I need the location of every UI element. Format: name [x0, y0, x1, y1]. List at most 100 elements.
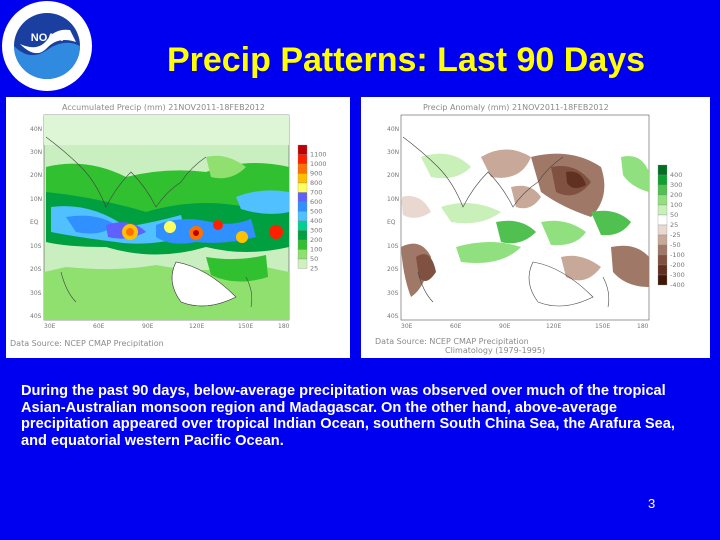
- colorbar-swatch: [297, 192, 308, 203]
- colorbar-label: 100: [670, 201, 682, 209]
- colorbar-swatch: [297, 201, 308, 212]
- colorbar-label: 1100: [310, 151, 327, 159]
- precip-anomaly-header: Precip Anomaly (mm) 21NOV2011-18FEB2012: [423, 103, 609, 112]
- colorbar-swatch: [657, 264, 668, 276]
- colorbar-swatch: [297, 173, 308, 184]
- svg-text:150E: 150E: [238, 323, 253, 330]
- svg-text:90E: 90E: [499, 323, 511, 330]
- precip-anomaly-colorbar: 400 300 200 100 50 25 -25 -50 -100 -200 -300 -400: [657, 164, 685, 289]
- svg-text:20N: 20N: [30, 172, 42, 179]
- accumulated-precip-header: Accumulated Precip (mm) 21NOV2011-18FEB2…: [62, 103, 265, 112]
- svg-text:30S: 30S: [30, 290, 42, 297]
- svg-text:10N: 10N: [387, 196, 399, 203]
- page-number: 3: [648, 496, 656, 511]
- colorbar-swatch: [657, 184, 668, 196]
- svg-text:20S: 20S: [30, 266, 42, 273]
- lat-labels: 40N 30N 20N 10N EQ 10S 20S 30S 40S: [387, 126, 399, 320]
- colorbar-swatch: [657, 244, 668, 256]
- svg-text:30E: 30E: [44, 323, 56, 330]
- svg-text:10N: 10N: [30, 196, 42, 203]
- colorbar-swatch: [297, 154, 308, 165]
- colorbar-label: 25: [310, 265, 318, 273]
- svg-text:20S: 20S: [387, 266, 399, 273]
- svg-text:40N: 40N: [387, 126, 399, 133]
- colorbar-label: 900: [310, 170, 322, 178]
- accumulated-precip-map: Accumulated Precip (mm) 21NOV2011-18FEB2…: [6, 97, 350, 358]
- colorbar-swatch: [657, 214, 668, 226]
- svg-text:120E: 120E: [546, 323, 561, 330]
- colorbar-label: -100: [670, 251, 685, 259]
- precip-anomaly-map: Precip Anomaly (mm) 21NOV2011-18FEB2012: [361, 97, 710, 358]
- colorbar-label: 800: [310, 179, 322, 187]
- svg-text:120E: 120E: [189, 323, 204, 330]
- accumulated-precip-source: Data Source: NCEP CMAP Precipitation: [10, 339, 164, 348]
- slide-title: Precip Patterns: Last 90 Days: [166, 41, 646, 79]
- precip-anomaly-source-line2: Climatology (1979-1995): [445, 346, 546, 355]
- svg-text:40S: 40S: [30, 313, 42, 320]
- precip-anomaly-source-line1: Data Source: NCEP CMAP Precipitation: [375, 337, 529, 346]
- colorbar-label: 1000: [310, 160, 327, 168]
- colorbar-swatch: [297, 249, 308, 260]
- colorbar-swatch: [297, 182, 308, 193]
- colorbar-label: 50: [670, 211, 678, 219]
- svg-text:10S: 10S: [30, 243, 42, 250]
- colorbar-swatch: [297, 239, 308, 250]
- colorbar-label: 600: [310, 198, 322, 206]
- svg-text:180: 180: [278, 323, 290, 330]
- svg-text:40N: 40N: [30, 126, 42, 133]
- lon-labels: 30E 60E 90E 120E 150E 180: [44, 323, 290, 330]
- svg-text:60E: 60E: [450, 323, 462, 330]
- colorbar-label: 500: [310, 208, 322, 216]
- svg-text:40S: 40S: [387, 313, 399, 320]
- coastlines: [402, 136, 610, 308]
- colorbar-label: -25: [670, 231, 681, 239]
- colorbar-label: 400: [670, 171, 682, 179]
- lat-labels: 40N 30N 20N 10N EQ 10S 20S 30S 40S: [30, 126, 42, 320]
- coastlines: [45, 136, 253, 308]
- colorbar-swatch: [657, 274, 668, 286]
- colorbar-swatch: [297, 211, 308, 222]
- colorbar-swatch: [297, 220, 308, 231]
- svg-text:90E: 90E: [142, 323, 154, 330]
- svg-text:20N: 20N: [387, 172, 399, 179]
- svg-text:30E: 30E: [401, 323, 413, 330]
- colorbar-swatch: [657, 204, 668, 216]
- lon-labels: 30E 60E 90E 120E 150E 180: [401, 323, 649, 330]
- colorbar-label: 300: [310, 227, 322, 235]
- precip-field: [44, 115, 289, 320]
- colorbar-label: 200: [310, 236, 322, 244]
- svg-text:180: 180: [637, 323, 649, 330]
- colorbar-swatch: [297, 230, 308, 241]
- colorbar-swatch: [297, 258, 308, 269]
- colorbar-label: 25: [670, 221, 678, 229]
- colorbar-swatch: [657, 254, 668, 266]
- colorbar-label: 300: [670, 181, 682, 189]
- colorbar-swatch: [657, 224, 668, 236]
- colorbar-label: 100: [310, 246, 322, 254]
- colorbar-swatch: [657, 194, 668, 206]
- colorbar-swatch: [657, 164, 668, 176]
- slide-description: During the past 90 days, below-average p…: [21, 383, 675, 449]
- colorbar-label: -300: [670, 271, 685, 279]
- noaa-logo: NOAA: [0, 0, 94, 92]
- svg-text:10S: 10S: [387, 243, 399, 250]
- colorbar-label: 400: [310, 217, 322, 225]
- anomaly-field: [401, 149, 649, 297]
- svg-text:30N: 30N: [30, 149, 42, 156]
- colorbar-label: -200: [670, 261, 685, 269]
- svg-text:EQ: EQ: [30, 219, 39, 226]
- colorbar-swatch: [657, 174, 668, 186]
- colorbar-label: 200: [670, 191, 682, 199]
- colorbar-swatch: [297, 163, 308, 174]
- colorbar-label: 700: [310, 189, 322, 197]
- colorbar-label: -400: [670, 281, 685, 289]
- svg-text:60E: 60E: [93, 323, 105, 330]
- noaa-logo-acronym: NOAA: [31, 32, 63, 44]
- svg-text:30S: 30S: [387, 290, 399, 297]
- svg-text:150E: 150E: [595, 323, 610, 330]
- svg-text:30N: 30N: [387, 149, 399, 156]
- colorbar-label: -50: [670, 241, 681, 249]
- colorbar-swatch: [297, 144, 308, 155]
- colorbar-swatch: [657, 234, 668, 246]
